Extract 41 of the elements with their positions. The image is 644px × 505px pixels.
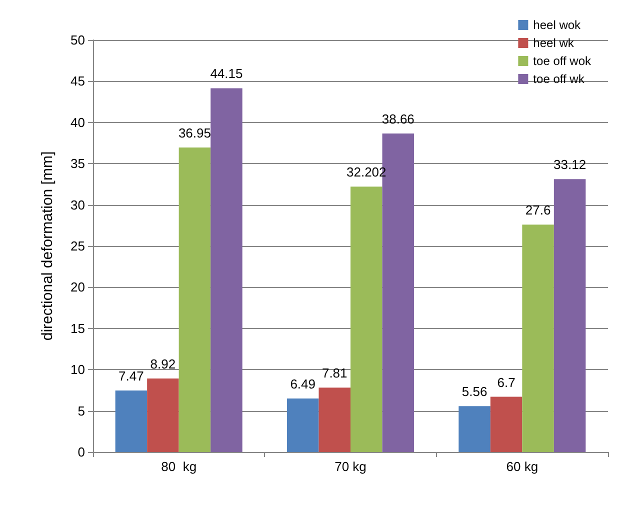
y-tick-label: 0 [78, 444, 85, 460]
bar [115, 390, 148, 452]
bar [210, 88, 242, 452]
bar [458, 406, 490, 452]
data-label: 6.49 [290, 376, 316, 392]
y-tick-label: 50 [70, 32, 85, 48]
data-label: 7.47 [118, 368, 144, 384]
x-tick-label: 60 kg [506, 459, 538, 474]
y-tick-label: 35 [70, 156, 85, 172]
data-label: 38.66 [382, 111, 414, 126]
data-label: 8.92 [150, 356, 176, 372]
legend-label: heel wok [533, 18, 582, 32]
data-label: 7.81 [322, 366, 348, 381]
y-tick-label: 30 [70, 197, 85, 212]
bar [554, 179, 586, 452]
y-tick-label: 15 [70, 320, 85, 336]
y-axis-title: directional deformation [mm] [39, 151, 56, 341]
y-tick-label: 45 [70, 74, 85, 89]
data-label: 27.6 [525, 202, 551, 218]
y-tick-label: 5 [78, 403, 85, 418]
legend-label: heel wk [533, 36, 575, 50]
legend-label: toe off wok [533, 54, 592, 68]
bar [178, 148, 211, 452]
bar [522, 224, 554, 452]
data-label: 36.95 [178, 126, 211, 141]
data-label: 44.15 [210, 66, 243, 82]
y-tick-label: 25 [70, 238, 85, 254]
legend-label: toe off wk [533, 72, 586, 86]
y-tick-label: 40 [70, 114, 85, 130]
bar [490, 396, 522, 452]
data-label: 5.56 [462, 384, 488, 400]
bar [350, 186, 382, 452]
data-label: 6.7 [497, 374, 516, 390]
x-tick-label: 80 kg [161, 459, 197, 474]
bar [318, 388, 350, 452]
y-tick-label: 10 [70, 362, 85, 378]
bar [147, 378, 179, 452]
bar [286, 398, 319, 452]
x-tick-label: 70 kg [334, 459, 366, 474]
y-tick-label: 20 [70, 280, 85, 295]
data-label: 33.12 [554, 157, 586, 172]
